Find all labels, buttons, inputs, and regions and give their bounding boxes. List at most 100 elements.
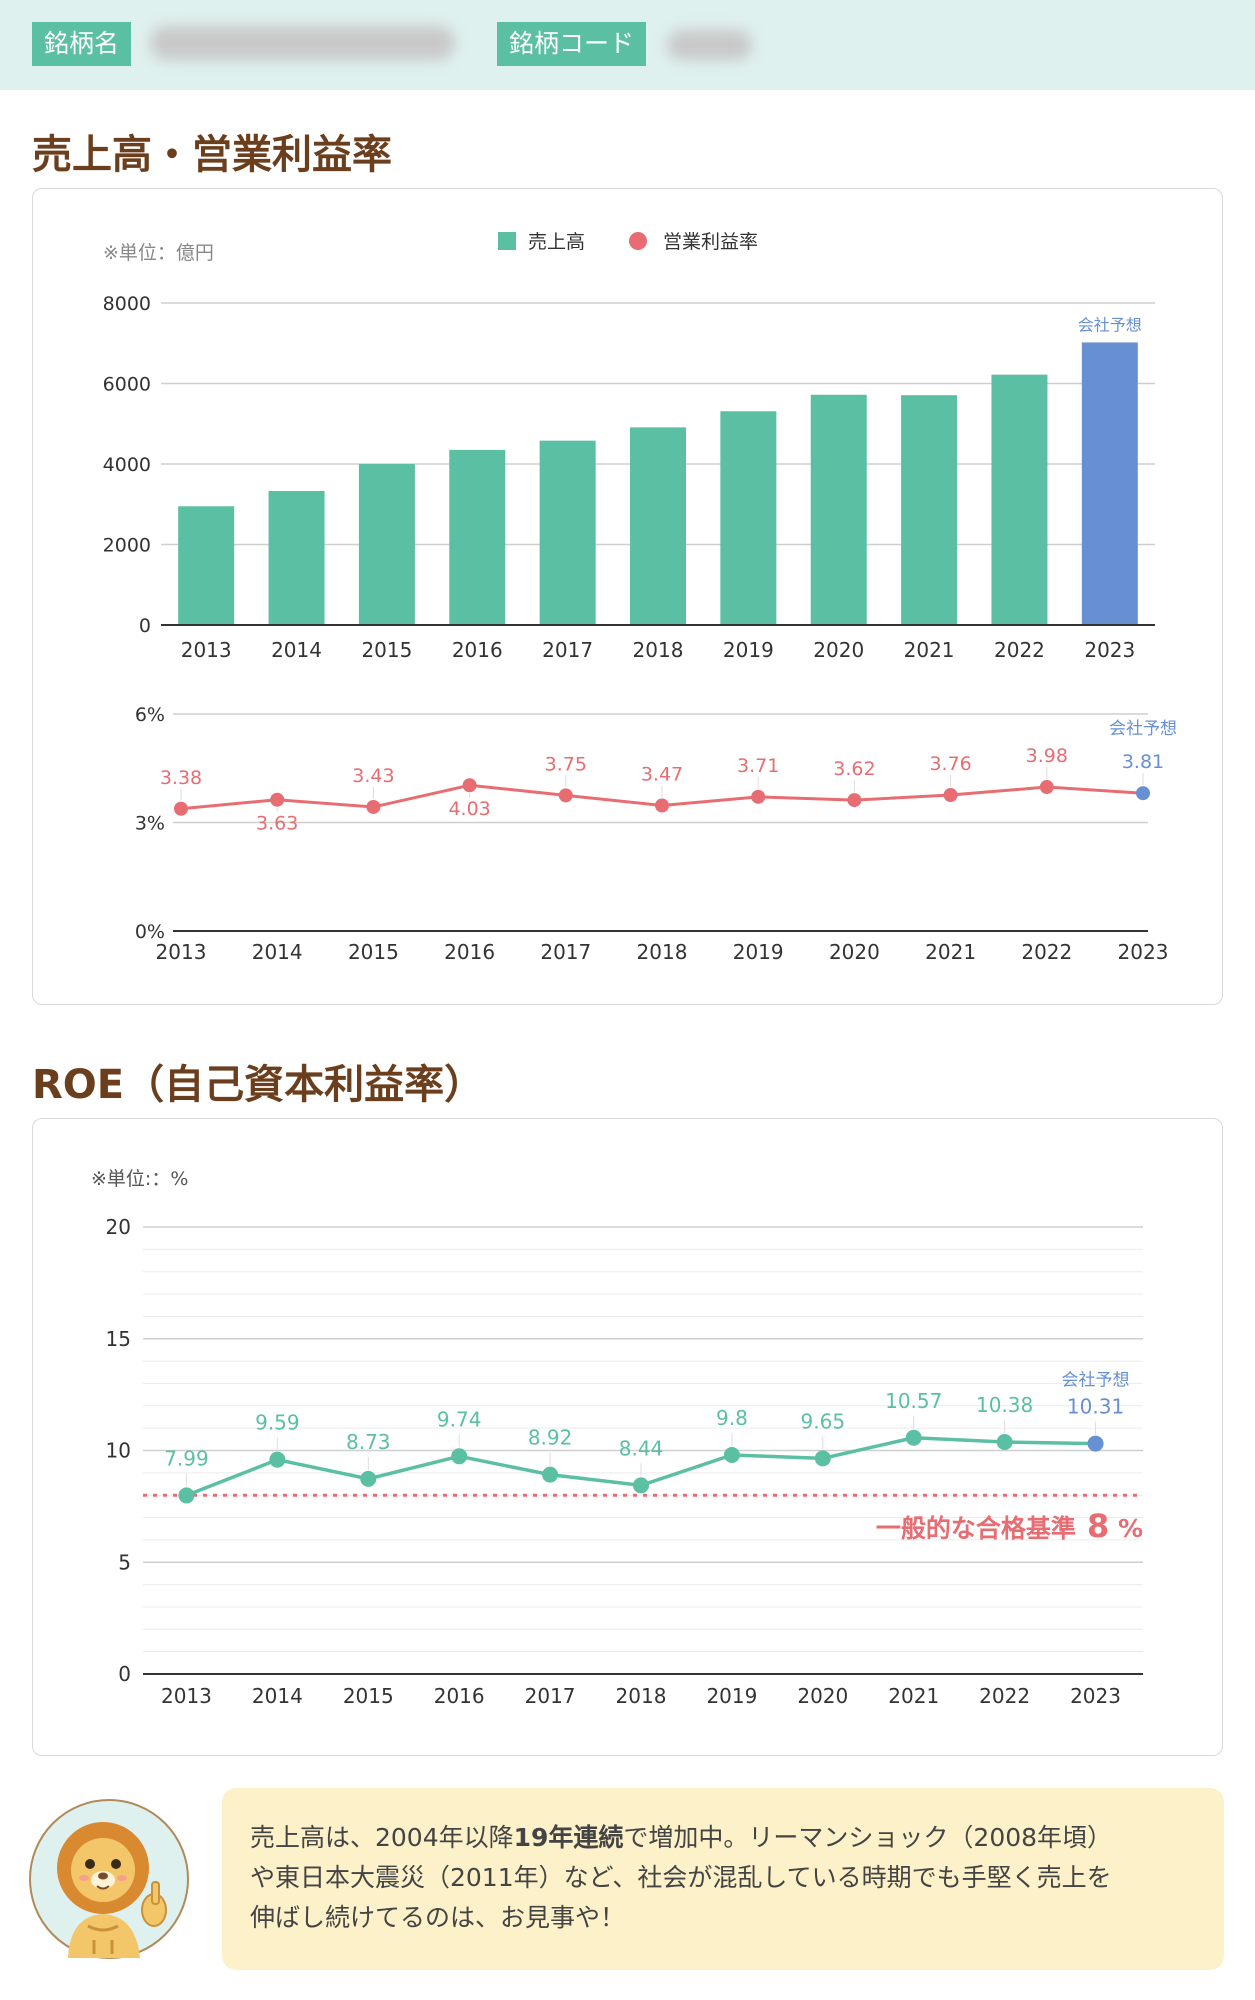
roe-section-title: ROE（自己資本利益率） [32,1062,485,1108]
legend-sales-swatch [498,232,516,250]
roe-point-2015 [360,1470,377,1487]
roe-xtick-label: 2017 [525,1684,576,1708]
sales-ytick-label: 6000 [103,374,151,396]
roe-xtick-label: 2013 [161,1684,212,1708]
sales-bar-2016 [449,449,506,625]
margin-point-2016 [462,778,477,793]
margin-point-2015 [366,799,381,814]
roe-xtick-label: 2014 [252,1684,303,1708]
roe-ytick-label: 15 [106,1327,131,1351]
roe-chart-card: ※単位:：% 0 5 10 15 20 一般的な合格基準 8 % 7.99 2013 9.59 20… [32,1118,1223,1756]
sales-unit-label: ※単位：億円 [103,242,214,264]
sales-ytick-label: 0 [139,615,151,637]
lion-mascot-icon [29,1799,189,1959]
roe-reference-unit: % [1109,1514,1143,1543]
margin-xtick-label: 2013 [156,940,207,964]
roe-point-2016 [451,1448,468,1465]
margin-data-label: 3.76 [929,753,971,775]
margin-data-label: 3.43 [352,765,394,787]
margin-point-2013 [174,801,188,816]
roe-xtick-label: 2019 [706,1684,757,1708]
margin-point-2022 [1039,780,1054,795]
margin-ytick-label: 6% [135,704,165,726]
margin-xtick-label: 2018 [637,940,688,964]
roe-reference-text: 一般的な合格基準 [876,1514,1076,1543]
roe-point-2018 [633,1477,649,1494]
margin-point-2014 [270,792,285,807]
sales-bar-2018 [630,427,686,625]
roe-data-label: 8.44 [619,1436,664,1460]
roe-xtick-label: 2022 [979,1684,1030,1708]
margin-point-2021 [943,788,958,803]
roe-unit-label: ※単位:：% [91,1168,188,1190]
margin-data-label: 3.81 [1122,751,1164,773]
roe-data-label: 9.8 [716,1406,748,1430]
stock-name-blurred [150,26,455,60]
sales-xtick-label: 2014 [271,638,322,662]
roe-chart: ※単位:：% 0 5 10 15 20 一般的な合格基準 8 % 7.99 2013 9.59 20… [91,1168,1143,1708]
roe-xtick-label: 2018 [616,1684,667,1708]
margin-point-2023 [1136,786,1150,801]
sales-xtick-label: 2023 [1084,638,1135,662]
roe-data-label: 8.92 [528,1426,573,1450]
sales-chart-card: ※単位：億円 売上高 営業利益率 0 2000 4000 6000 8000 2013 2014 2… [32,188,1223,1005]
stock-code-blurred [667,30,752,60]
sales-bar-2021 [901,395,958,625]
sales-bar-2019 [720,411,777,625]
margin-data-label: 3.63 [256,813,298,835]
roe-point-2019 [723,1446,740,1463]
roe-point-2020 [814,1450,831,1467]
margin-data-label: 3.47 [641,764,683,786]
margin-xtick-label: 2019 [733,940,784,964]
sales-forecast-label: 会社予想 [1078,315,1142,334]
roe-point-2021 [905,1429,922,1446]
margin-forecast-label: 会社予想 [1109,719,1177,739]
header-bar: 銘柄名 銘柄コード [0,0,1255,90]
roe-data-label: 9.65 [801,1409,846,1433]
roe-ytick-label: 10 [106,1439,131,1463]
margin-data-label: 4.03 [448,798,490,820]
roe-xtick-label: 2015 [343,1684,394,1708]
roe-point-2023 [1087,1435,1104,1452]
legend-margin-swatch [629,232,647,250]
sales-ytick-label: 2000 [103,535,151,557]
roe-data-label: 10.38 [976,1393,1033,1417]
roe-point-2017 [542,1466,559,1483]
sales-ytick-label: 8000 [103,293,151,315]
margin-ytick-label: 3% [135,813,165,835]
roe-xtick-label: 2023 [1070,1684,1121,1708]
margin-xtick-label: 2022 [1021,940,1072,964]
roe-xtick-label: 2021 [888,1684,939,1708]
sales-xtick-label: 2018 [633,638,684,662]
roe-data-label: 8.73 [346,1430,391,1454]
legend-sales-label: 売上高 [528,231,585,253]
sales-xtick-label: 2013 [181,638,232,662]
margin-xtick-label: 2016 [444,940,495,964]
comment-text-b: で増加中。リーマンショック（2008年頃） [623,1823,1113,1852]
stock-name-label: 銘柄名 [32,22,132,66]
sales-xtick-label: 2016 [452,638,503,662]
comment-line-2: や東日本大震災（2011年）など、社会が混乱している時期でも手堅く売上を [250,1863,1112,1892]
roe-point-2022 [996,1434,1013,1451]
comment-bubble: 売上高は、2004年以降19年連続で増加中。リーマンショック（2008年頃） や… [222,1788,1224,1970]
roe-point-2013 [178,1487,195,1504]
margin-ytick-label: 0% [135,921,165,943]
margin-point-2019 [751,789,766,804]
sales-chart: ※単位：億円 売上高 営業利益率 0 2000 4000 6000 8000 2013 2014 2… [103,231,1177,964]
roe-forecast-label: 会社予想 [1062,1371,1130,1391]
margin-xtick-label: 2021 [925,940,976,964]
sales-xtick-label: 2017 [542,638,593,662]
margin-point-2018 [655,798,669,813]
sales-xtick-label: 2019 [723,638,774,662]
roe-data-label: 9.59 [255,1411,300,1435]
margin-xtick-label: 2015 [348,940,399,964]
margin-data-label: 3.71 [737,755,779,777]
sales-bar-2017 [539,440,596,625]
roe-data-label: 7.99 [164,1446,209,1470]
sales-bar-2015 [358,464,415,625]
comment-text-a: 売上高は、2004年以降 [250,1823,514,1852]
comment-line-3: 伸ばし続けてるのは、お見事や！ [250,1903,626,1932]
margin-data-label: 3.75 [545,753,587,775]
roe-point-2014 [269,1451,286,1468]
roe-reference-num: 8 [1076,1507,1109,1545]
